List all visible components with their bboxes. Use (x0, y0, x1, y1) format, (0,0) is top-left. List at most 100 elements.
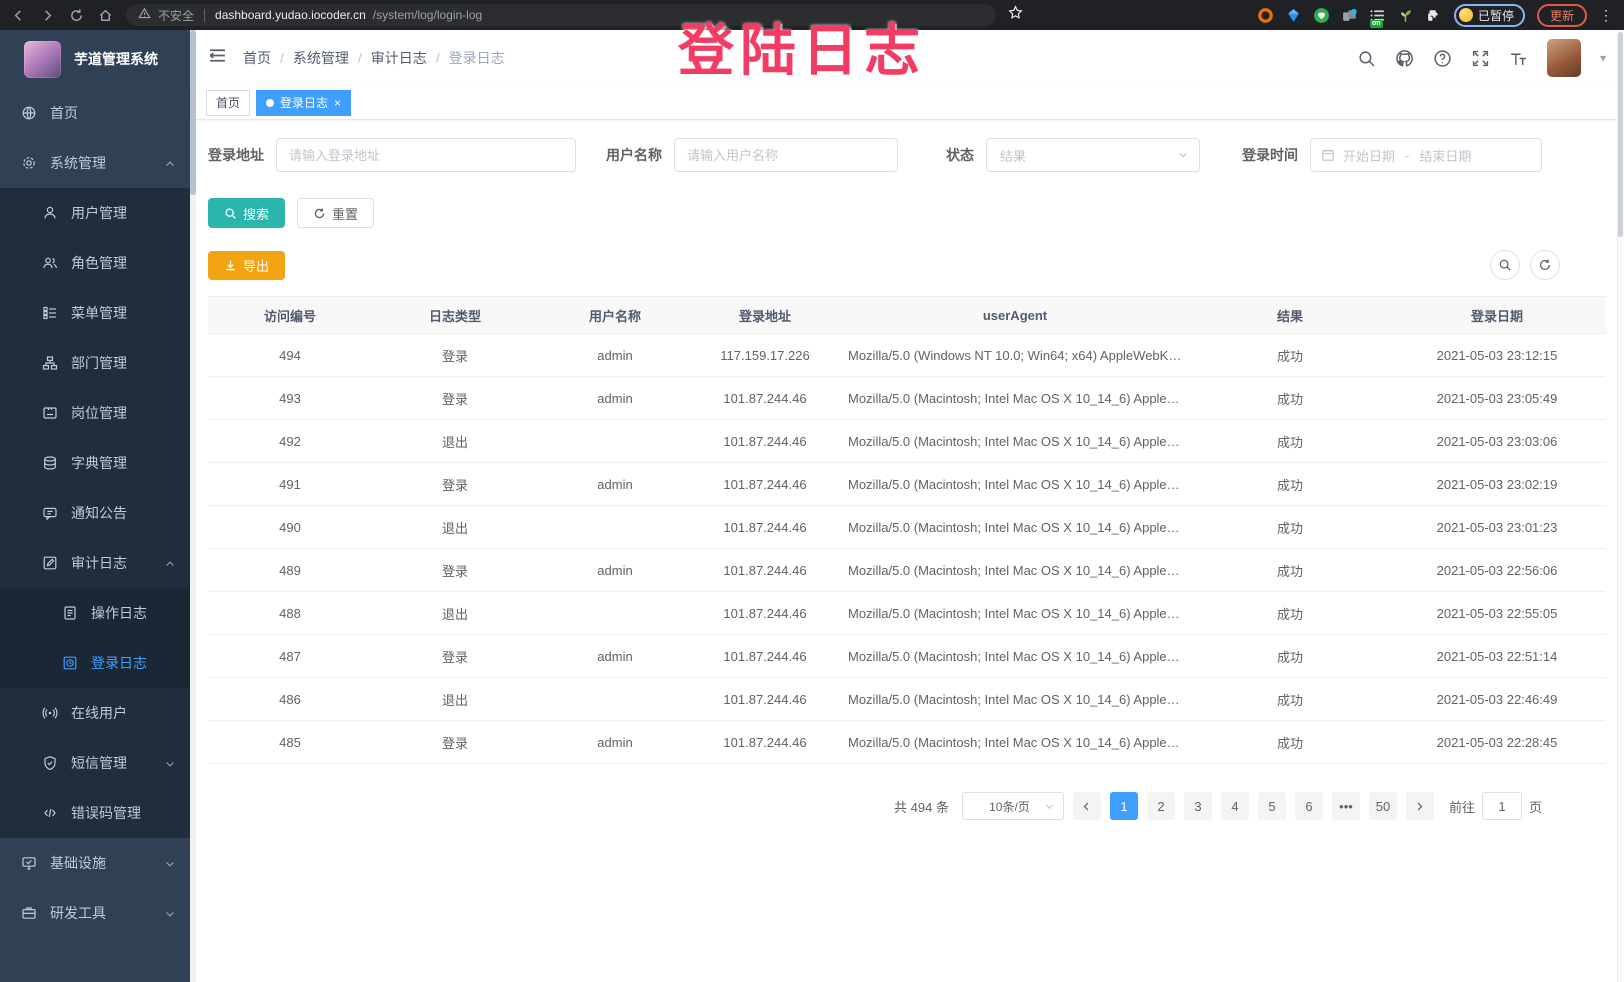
page-button-2[interactable]: 2 (1146, 792, 1175, 820)
extension-grey-blue-icon[interactable] (1341, 7, 1358, 24)
page-button-50[interactable]: 50 (1368, 792, 1397, 820)
sidebar-scrollbar[interactable] (190, 30, 196, 982)
browser-forward-icon[interactable] (39, 7, 56, 24)
login-time-range-picker[interactable]: 开始日期 - 结束日期 (1310, 138, 1542, 172)
cell-username (538, 591, 692, 635)
fullscreen-icon[interactable] (1471, 49, 1490, 68)
header-bar: 首页 / 系统管理 / 审计日志 / 登录日志 ▾ (190, 30, 1624, 86)
refresh-icon (1540, 259, 1550, 270)
sidebar-item-login-log[interactable]: 登录日志 (0, 638, 190, 688)
browser-reload-icon[interactable] (68, 7, 85, 24)
page-button-4[interactable]: 4 (1220, 792, 1249, 820)
toggle-search-button[interactable] (1490, 250, 1520, 280)
sidebar-item-error-code[interactable]: 错误码管理 (0, 788, 190, 838)
calendar-icon (1322, 149, 1334, 161)
goto-page-input[interactable] (1481, 792, 1522, 820)
page-button-1[interactable]: 1 (1109, 792, 1138, 820)
tag-login-log[interactable]: 登录日志 × (256, 89, 352, 116)
browser-home-icon[interactable] (97, 7, 114, 24)
collapse-sidebar-icon[interactable] (208, 46, 227, 70)
tag-home[interactable]: 首页 (206, 89, 251, 116)
extension-blue-gem-icon[interactable] (1285, 7, 1302, 24)
avatar-caret-down-icon[interactable]: ▾ (1599, 51, 1606, 65)
extension-list-icon[interactable]: on (1369, 7, 1386, 28)
gear-icon (21, 155, 37, 171)
sidebar-item-dept-management[interactable]: 部门管理 (0, 338, 190, 388)
reset-button[interactable]: 重置 (297, 198, 375, 228)
table-row[interactable]: 487 登录 admin 101.87.244.46 Mozilla/5.0 (… (208, 634, 1606, 678)
breadcrumb-system[interactable]: 系统管理 (292, 50, 349, 66)
extensions-puzzle-icon[interactable] (1425, 7, 1442, 24)
user-avatar[interactable] (1546, 39, 1581, 77)
export-button[interactable]: 导出 (208, 250, 286, 280)
extension-sprout-icon[interactable] (1397, 7, 1414, 24)
table-row[interactable]: 489 登录 admin 101.87.244.46 Mozilla/5.0 (… (208, 548, 1606, 592)
bookmark-star-icon[interactable] (1008, 5, 1023, 25)
status-select[interactable]: 结果 (986, 138, 1200, 172)
pager-ellipsis[interactable]: ••• (1331, 792, 1360, 820)
cell-login-address: 101.87.244.46 (692, 505, 838, 549)
extension-green-heart-icon[interactable] (1313, 7, 1330, 24)
page-button-3[interactable]: 3 (1183, 792, 1212, 820)
close-tab-icon[interactable]: × (334, 95, 342, 110)
sidebar-item-role-management[interactable]: 角色管理 (0, 238, 190, 288)
column-username: 用户名称 (538, 296, 692, 334)
table-row[interactable]: 488 退出 101.87.244.46 Mozilla/5.0 (Macint… (208, 591, 1606, 635)
sidebar-item-user-management[interactable]: 用户管理 (0, 188, 190, 238)
sidebar-item-menu-management[interactable]: 菜单管理 (0, 288, 190, 338)
table-row[interactable]: 490 退出 101.87.244.46 Mozilla/5.0 (Macint… (208, 505, 1606, 549)
sidebar-item-notice[interactable]: 通知公告 (0, 488, 190, 538)
goto-label: 前往 (1448, 799, 1475, 815)
username-input[interactable] (674, 138, 898, 172)
prev-page-button[interactable] (1072, 792, 1101, 820)
table-row[interactable]: 485 登录 admin 101.87.244.46 Mozilla/5.0 (… (208, 720, 1606, 764)
page-scrollbar[interactable] (1617, 30, 1624, 982)
search-button[interactable]: 搜索 (208, 198, 286, 228)
cell-id: 491 (208, 462, 372, 506)
next-page-button[interactable] (1405, 792, 1434, 820)
github-icon[interactable] (1395, 49, 1414, 68)
browser-update-button[interactable]: 更新 (1536, 3, 1587, 27)
header-actions: ▾ (1357, 39, 1606, 77)
help-icon[interactable] (1433, 49, 1452, 68)
page-button-6[interactable]: 6 (1294, 792, 1323, 820)
refresh-table-button[interactable] (1530, 250, 1560, 280)
cell-login-date: 2021-05-03 22:55:05 (1388, 591, 1606, 635)
sidebar-item-home[interactable]: 首页 (0, 88, 190, 138)
sidebar-item-audit-log[interactable]: 审计日志 (0, 538, 190, 588)
sidebar-item-post-management[interactable]: 岗位管理 (0, 388, 190, 438)
chevron-down-icon (164, 757, 176, 769)
table-row[interactable]: 486 退出 101.87.244.46 Mozilla/5.0 (Macint… (208, 677, 1606, 721)
table-row[interactable]: 493 登录 admin 101.87.244.46 Mozilla/5.0 (… (208, 376, 1606, 420)
font-size-icon[interactable] (1509, 49, 1528, 68)
sidebar-item-dict-management[interactable]: 字典管理 (0, 438, 190, 488)
sidebar-item-online-user[interactable]: 在线用户 (0, 688, 190, 738)
table-row[interactable]: 491 登录 admin 101.87.244.46 Mozilla/5.0 (… (208, 462, 1606, 506)
table-row[interactable]: 494 登录 admin 117.159.17.226 Mozilla/5.0 … (208, 333, 1606, 377)
profile-paused-badge[interactable]: 已暂停 (1453, 3, 1525, 27)
dictionary-icon (42, 455, 58, 471)
sidebar-item-operate-log[interactable]: 操作日志 (0, 588, 190, 638)
sidebar-item-infrastructure[interactable]: 基础设施 (0, 838, 190, 888)
cell-result: 成功 (1192, 333, 1388, 377)
breadcrumb-audit-log[interactable]: 审计日志 (370, 50, 427, 66)
sidebar-item-dev-tool[interactable]: 研发工具 (0, 888, 190, 938)
table-row[interactable]: 492 退出 101.87.244.46 Mozilla/5.0 (Macint… (208, 419, 1606, 463)
security-warning-icon (138, 7, 151, 23)
address-bar[interactable]: 不安全 dashboard.yudao.iocoder.cn/system/lo… (126, 4, 996, 26)
app-logo-row[interactable]: 芋道管理系统 (0, 30, 190, 88)
breadcrumb-home[interactable]: 首页 (243, 50, 271, 66)
page-content: 登录地址 用户名称 状态 结果 登录时间 开始日期 - 结束日期 搜索 重置 (190, 120, 1624, 982)
sidebar-item-system-management[interactable]: 系统管理 (0, 138, 190, 188)
form-actions: 搜索 重置 (208, 198, 1606, 228)
search-icon[interactable] (1357, 49, 1376, 68)
page-size-select[interactable]: 10条/页 (961, 792, 1064, 820)
browser-menu-icon[interactable]: ⋮ (1599, 6, 1614, 23)
breadcrumb: 首页 / 系统管理 / 审计日志 / 登录日志 (243, 50, 505, 66)
page-button-5[interactable]: 5 (1257, 792, 1286, 820)
extension-orange-ring-icon[interactable] (1257, 7, 1274, 24)
browser-back-icon[interactable] (10, 7, 27, 24)
login-address-input[interactable] (276, 138, 576, 172)
cell-result: 成功 (1192, 376, 1388, 420)
sidebar-item-sms-management[interactable]: 短信管理 (0, 738, 190, 788)
